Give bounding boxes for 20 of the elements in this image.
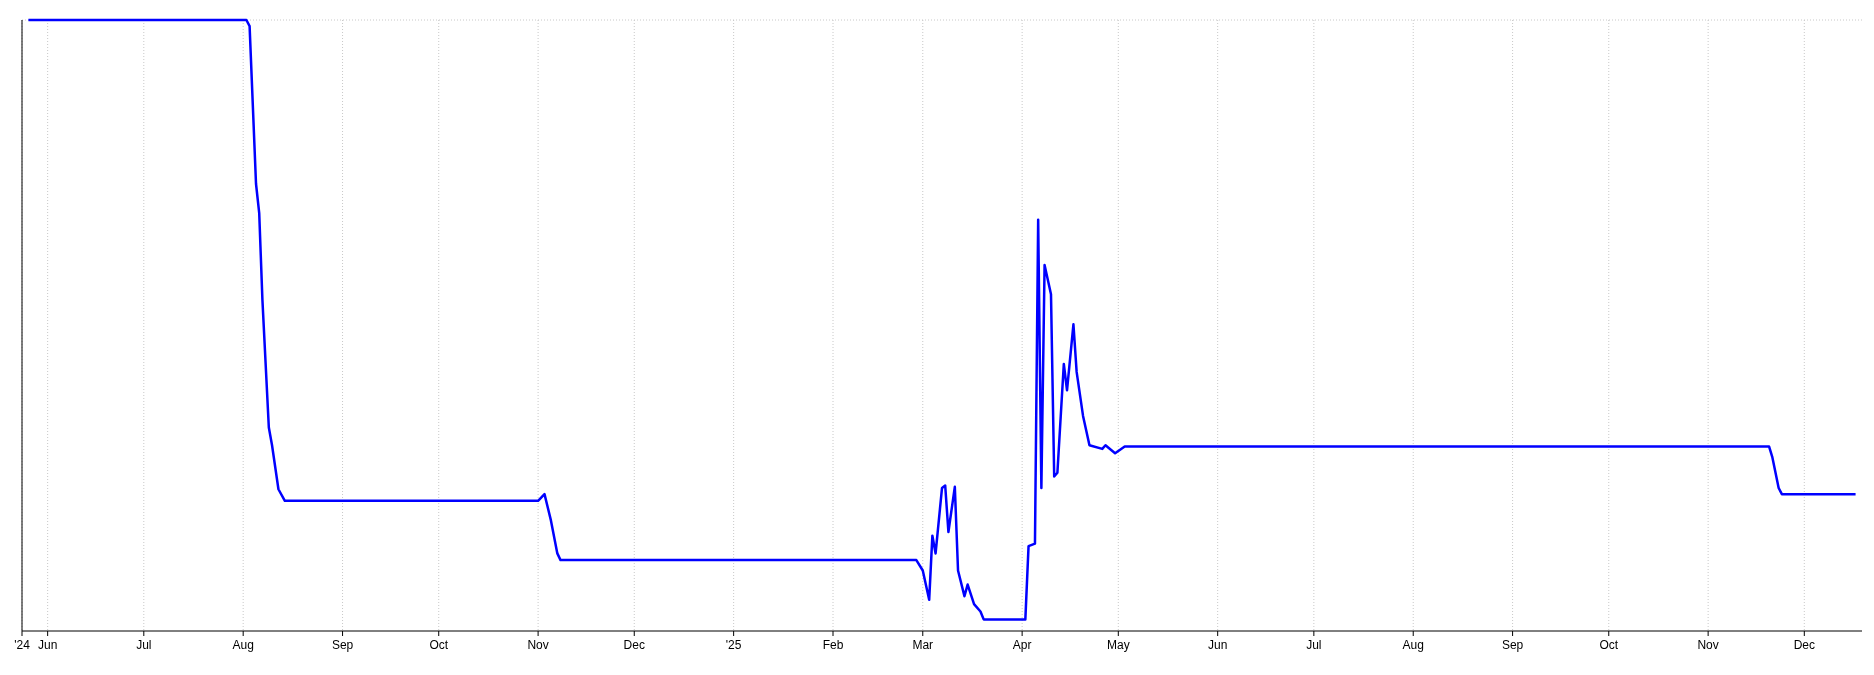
- x-tick-label: Jun: [1208, 638, 1228, 652]
- x-tick-label: Nov: [527, 638, 549, 652]
- x-tick-label: Nov: [1697, 638, 1719, 652]
- x-tick-label: Apr: [1012, 638, 1032, 652]
- x-tick-label: May: [1106, 638, 1130, 652]
- x-tick-label: Jul: [136, 638, 152, 652]
- x-tick-label: Jul: [1306, 638, 1322, 652]
- x-tick-label: Feb: [822, 638, 844, 652]
- x-tick-label: Oct: [429, 638, 449, 652]
- x-tick-label: Sep: [331, 638, 354, 652]
- x-tick-label: Aug: [232, 638, 254, 652]
- x-tick-label: '25: [725, 638, 742, 652]
- x-tick-label: Dec: [623, 638, 645, 652]
- x-tick-label: Aug: [1402, 638, 1424, 652]
- x-tick-label: Mar: [912, 638, 934, 652]
- x-tick-label: Dec: [1793, 638, 1815, 652]
- x-tick-label: Sep: [1501, 638, 1524, 652]
- x-tick-label: '24: [14, 638, 31, 652]
- x-tick-label: Oct: [1599, 638, 1619, 652]
- x-tick-label: Jun: [37, 638, 58, 652]
